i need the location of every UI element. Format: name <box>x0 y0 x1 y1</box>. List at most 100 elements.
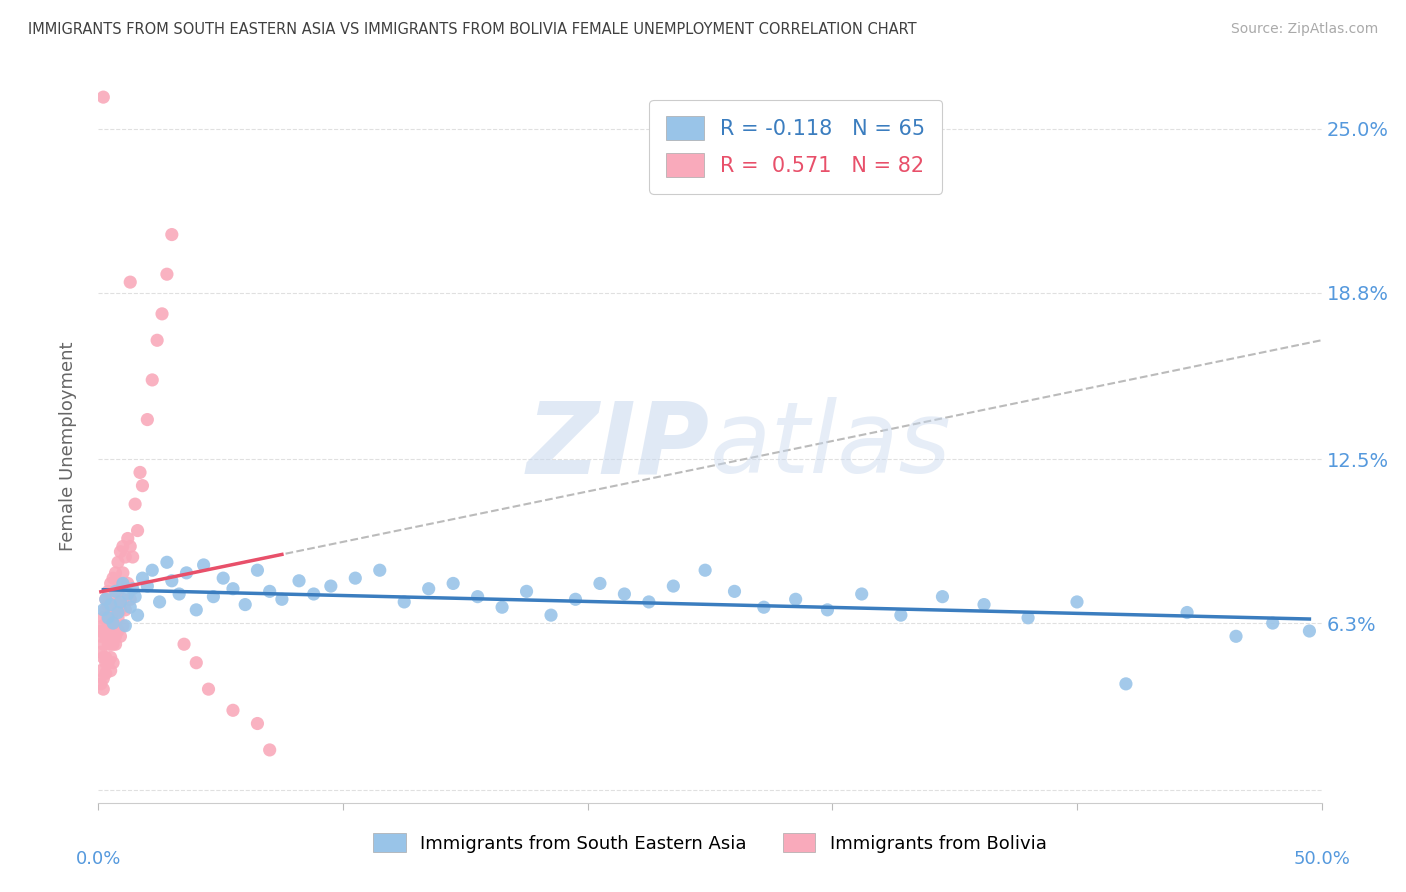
Point <box>97 637 120 651</box>
Point <box>752 600 775 615</box>
Point <box>90 645 112 659</box>
Point <box>100 598 122 612</box>
Legend: Immigrants from South Eastern Asia, Immigrants from Bolivia: Immigrants from South Eastern Asia, Immi… <box>364 824 1056 862</box>
Y-axis label: Female Unemployment: Female Unemployment <box>59 342 77 550</box>
Point <box>136 579 159 593</box>
Point <box>94 656 117 670</box>
Text: atlas: atlas <box>710 398 952 494</box>
Point <box>110 603 132 617</box>
Point <box>91 611 114 625</box>
Point <box>91 618 114 632</box>
Point <box>101 637 124 651</box>
Point <box>246 563 269 577</box>
Point <box>117 576 139 591</box>
Point <box>104 566 127 580</box>
Point <box>111 618 134 632</box>
Point <box>662 579 685 593</box>
Point <box>111 566 134 580</box>
Point <box>931 590 953 604</box>
Point <box>94 624 117 638</box>
Point <box>97 611 120 625</box>
Point <box>467 590 489 604</box>
Point <box>302 587 325 601</box>
Point <box>890 608 912 623</box>
Point <box>441 576 464 591</box>
Point <box>392 595 416 609</box>
Point <box>146 333 169 347</box>
Point <box>91 637 114 651</box>
Point <box>124 497 146 511</box>
Point <box>136 412 159 426</box>
Point <box>100 637 122 651</box>
Text: ZIP: ZIP <box>527 398 710 494</box>
Point <box>117 587 139 601</box>
Point <box>1261 616 1284 631</box>
Point <box>101 616 124 631</box>
Point <box>107 584 129 599</box>
Point <box>270 592 294 607</box>
Point <box>91 603 114 617</box>
Point <box>319 579 342 593</box>
Point <box>94 592 117 607</box>
Point <box>121 582 143 596</box>
Point <box>515 584 537 599</box>
Point <box>114 618 136 632</box>
Point <box>202 590 225 604</box>
Point <box>91 650 114 665</box>
Point <box>193 558 215 572</box>
Point <box>212 571 235 585</box>
Point <box>90 624 112 638</box>
Point <box>176 566 198 580</box>
Point <box>110 576 132 591</box>
Point <box>97 656 120 670</box>
Point <box>100 624 122 638</box>
Point <box>156 555 179 569</box>
Point <box>91 672 114 686</box>
Point <box>107 624 129 638</box>
Point <box>111 540 134 554</box>
Point <box>723 584 745 599</box>
Point <box>1225 629 1247 643</box>
Point <box>94 603 117 617</box>
Point <box>104 637 127 651</box>
Point <box>589 576 612 591</box>
Point <box>564 592 586 607</box>
Point <box>851 587 873 601</box>
Point <box>120 540 142 554</box>
Point <box>91 90 114 104</box>
Point <box>120 592 142 607</box>
Point <box>259 584 281 599</box>
Point <box>127 524 149 538</box>
Point <box>129 466 152 480</box>
Point <box>100 611 122 625</box>
Point <box>110 545 132 559</box>
Point <box>127 608 149 623</box>
Text: 50.0%: 50.0% <box>1294 850 1350 869</box>
Point <box>110 629 132 643</box>
Point <box>124 590 146 604</box>
Point <box>973 598 995 612</box>
Point <box>104 598 127 612</box>
Point <box>160 227 183 242</box>
Point <box>344 571 367 585</box>
Point <box>114 603 136 617</box>
Point <box>101 629 124 643</box>
Point <box>107 606 129 620</box>
Point <box>90 629 112 643</box>
Point <box>100 650 122 665</box>
Point <box>149 595 172 609</box>
Point <box>173 637 195 651</box>
Point <box>259 743 281 757</box>
Point <box>107 598 129 612</box>
Point <box>120 275 142 289</box>
Point <box>131 478 153 492</box>
Point <box>222 582 245 596</box>
Point <box>101 592 124 607</box>
Point <box>1175 606 1198 620</box>
Point <box>97 618 120 632</box>
Point <box>222 703 245 717</box>
Point <box>100 664 122 678</box>
Point <box>246 716 269 731</box>
Text: IMMIGRANTS FROM SOUTH EASTERN ASIA VS IMMIGRANTS FROM BOLIVIA FEMALE UNEMPLOYMEN: IMMIGRANTS FROM SOUTH EASTERN ASIA VS IM… <box>28 22 917 37</box>
Point <box>131 571 153 585</box>
